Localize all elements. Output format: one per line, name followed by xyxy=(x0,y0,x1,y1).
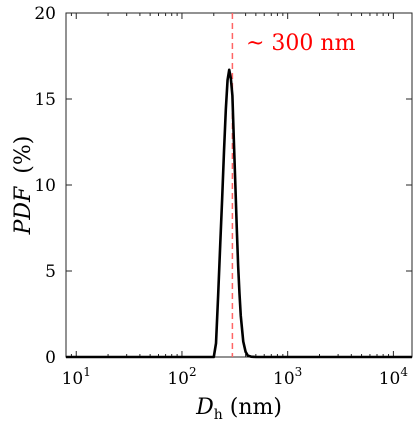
y-axis-title-unit: (%) xyxy=(11,136,36,174)
x-tick-label: 104 xyxy=(379,365,409,389)
series-line-pdf xyxy=(66,68,412,359)
y-axis-ticks: 0 5 10 15 20 xyxy=(34,4,412,368)
x-axis-title: Dh (nm) xyxy=(195,395,282,423)
x-tick-label: 101 xyxy=(62,365,91,389)
x-axis-title-main: D xyxy=(195,395,214,420)
y-tick-label: 10 xyxy=(34,176,56,196)
y-tick-label: 20 xyxy=(34,4,56,24)
y-axis-title-main: PDF xyxy=(11,186,36,235)
x-tick-label: 103 xyxy=(273,365,302,389)
peak-annotation: ~ 300 nm xyxy=(246,31,356,56)
x-axis-title-sub: h xyxy=(214,407,223,423)
y-tick-label: 15 xyxy=(34,90,56,110)
y-tick-label: 5 xyxy=(45,262,56,282)
y-tick-label: 0 xyxy=(45,348,56,368)
y-axis-title: PDF (%) xyxy=(11,136,36,236)
x-axis-title-unit: (nm) xyxy=(230,395,282,420)
x-tick-label: 102 xyxy=(167,365,196,389)
